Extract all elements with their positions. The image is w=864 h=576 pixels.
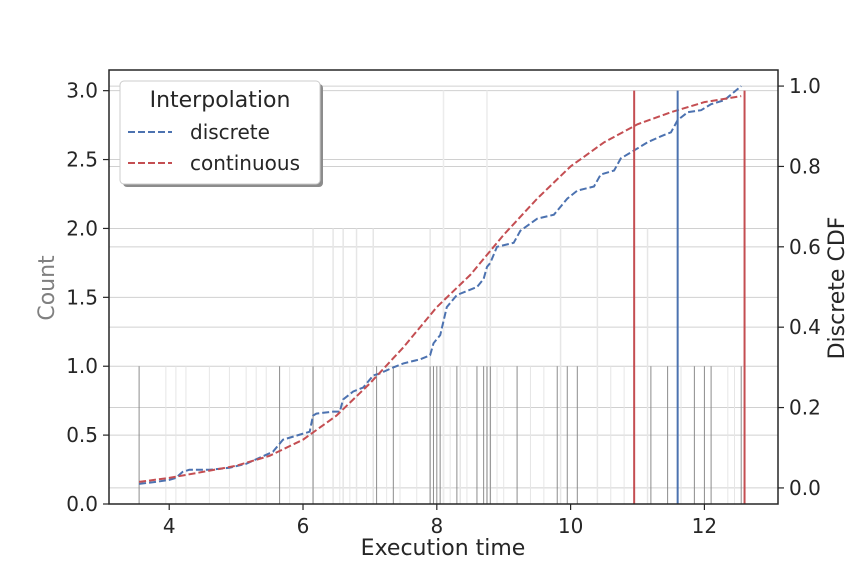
y-left-tick-label: 2.0 [66,216,98,240]
y-left-tick-label: 2.5 [66,148,98,172]
legend-box [119,80,321,185]
legend-entries: discrete continuous [128,120,300,175]
y-right-tick-label: 0.8 [789,154,821,178]
y-axis-left-ticks: 0.0 0.5 1.0 1.5 2.0 2.5 3.0 [66,79,109,516]
y-right-tick-label: 0.4 [789,315,821,339]
x-tick-label: 10 [558,514,583,538]
y-axis-right-ticks: 0.0 0.2 0.4 0.6 0.8 1.0 [778,74,821,500]
x-tick-label: 4 [163,514,176,538]
y-right-tick-label: 1.0 [789,74,821,98]
y-left-tick-label: 0.5 [66,423,98,447]
y-axis-right-label: Discrete CDF [825,217,850,360]
legend: Interpolation discrete continuous [119,80,323,187]
y-right-tick-label: 0.0 [789,476,821,500]
y-axis-left-label: Count [35,255,60,321]
cdf-series [138,85,742,485]
x-tick-label: 12 [692,514,717,538]
legend-title: Interpolation [150,88,291,113]
series-line-discrete [138,85,742,485]
x-axis-ticks: 4 6 8 10 12 [163,504,717,538]
legend-label-discrete: discrete [190,120,270,144]
x-tick-label: 8 [430,514,443,538]
y-left-tick-label: 0.0 [66,492,98,516]
y-left-tick-label: 1.5 [66,285,98,309]
y-left-tick-label: 3.0 [66,79,98,103]
y-left-tick-label: 1.0 [66,354,98,378]
rug-plot [138,90,742,504]
x-tick-label: 6 [297,514,310,538]
y-right-tick-label: 0.6 [789,235,821,259]
x-axis-label: Execution time [361,536,526,561]
vertical-markers [633,90,746,504]
y-right-tick-label: 0.2 [789,396,821,420]
legend-label-continuous: continuous [190,151,300,175]
plot-frame [108,69,779,505]
series-line-continuous [138,95,742,483]
